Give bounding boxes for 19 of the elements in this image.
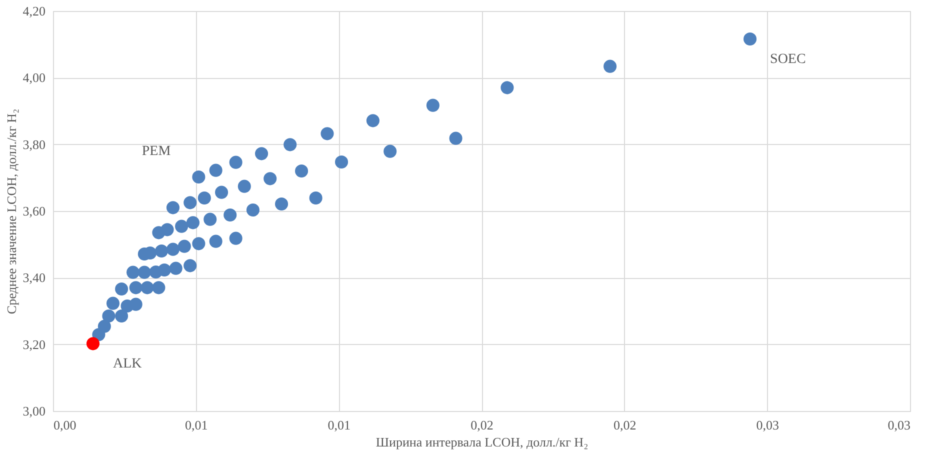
- x-tick-label: 0,01: [184, 418, 208, 432]
- x-axis-title: Ширина интервала LCOH, долл./кг H₂: [376, 434, 588, 450]
- x-tick-label: 0,03: [756, 418, 780, 432]
- y-axis-title: Среднее значение LCOH, долл./кг H₂: [4, 108, 19, 314]
- y-tick-label: 4,20: [22, 4, 46, 18]
- y-tick-label: 3,20: [22, 336, 46, 352]
- annotation: PEM: [142, 144, 172, 159]
- x-tick-label: 0,01: [328, 418, 351, 432]
- y-tick-label: 3,40: [22, 270, 46, 286]
- y-tick-label: 3,00: [22, 404, 46, 418]
- x-tick-label: 0,02: [613, 418, 636, 432]
- x-tick-label: 0,00: [54, 418, 76, 432]
- x-tick-label: 0,03: [888, 418, 910, 432]
- y-tick-label: 3,60: [22, 204, 46, 218]
- annotation: SOEC: [770, 52, 806, 67]
- x-tick-label: 0,02: [470, 418, 494, 432]
- y-tick-label: 3,80: [22, 136, 46, 152]
- y-tick-label: 4,00: [22, 70, 46, 86]
- annotation: ALK: [112, 356, 142, 372]
